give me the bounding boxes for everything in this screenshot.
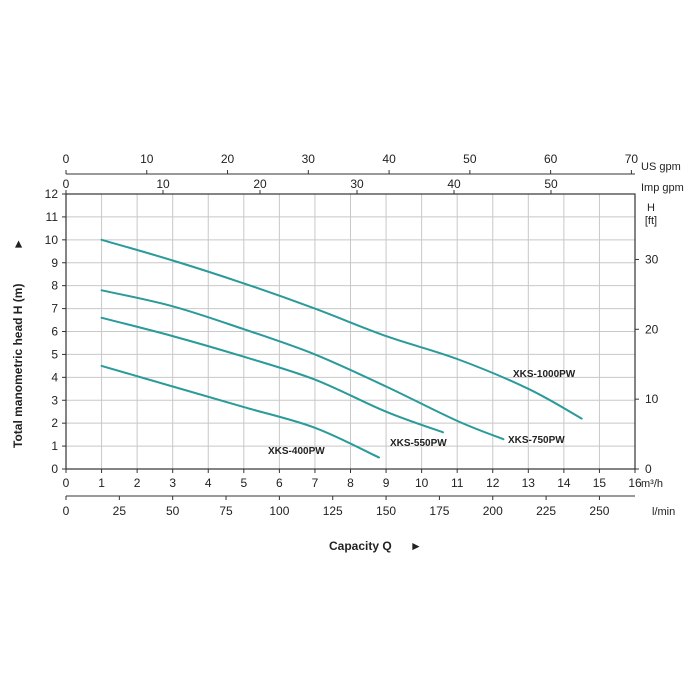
x-tick-label: 3 — [169, 476, 176, 490]
imp-gpm-tick-label: 30 — [350, 177, 364, 191]
ft-tick-label: 20 — [645, 322, 659, 336]
curve-xks-550pw — [100, 316, 444, 434]
lmin-tick-label: 250 — [589, 504, 609, 518]
y-tick-label: 11 — [46, 210, 59, 224]
curve-labels: XKS-1000PW XKS-750PW XKS-550PW XKS-400PW — [268, 369, 576, 457]
ft-axis-letter: H — [647, 202, 655, 214]
y-tick-label: 12 — [45, 187, 59, 201]
imp-gpm-tick-label: 40 — [447, 177, 461, 191]
x-tick-label: 6 — [276, 476, 283, 490]
x-tick-label: 7 — [312, 476, 319, 490]
lmin-tick-label: 75 — [219, 504, 233, 518]
lmin-tick-label: 125 — [323, 504, 343, 518]
lmin-tick-label: 200 — [483, 504, 503, 518]
x-tick-label: 0 — [63, 476, 70, 490]
y-tick-label: 9 — [51, 256, 58, 270]
ft-tick-label: 10 — [645, 392, 659, 406]
y-axis-title: Total manometric head H (m) — [11, 284, 25, 448]
us-gpm-tick-label: 70 — [625, 152, 639, 166]
y-tick-label: 7 — [51, 302, 58, 316]
lmin-tick-label: 225 — [536, 504, 556, 518]
y-tick-label: 1 — [51, 439, 58, 453]
plot-grid — [66, 194, 635, 469]
x-tick-label: 4 — [205, 476, 212, 490]
x-axis-title: Capacity Q — [329, 539, 392, 553]
y-tick-label: 4 — [51, 370, 58, 384]
lmin-tick-label: 100 — [269, 504, 289, 518]
x-tick-label: 15 — [593, 476, 607, 490]
curve-xks-750pw — [100, 289, 505, 441]
curve-xks-1000pw — [100, 238, 583, 420]
y-tick-label: 0 — [51, 462, 58, 476]
performance-curves — [100, 238, 583, 459]
us-gpm-tick-label: 30 — [302, 152, 316, 166]
axis-ticks: 0 1 2 3 4 5 6 7 8 9 10 11 12 13 14 15 160 25 50 75 100 125 150… — [45, 152, 659, 518]
us-gpm-unit-label: US gpm — [641, 161, 681, 173]
x-axis-arrow: ► — [410, 539, 422, 553]
y-tick-label: 6 — [51, 325, 58, 339]
x-tick-label: 5 — [240, 476, 247, 490]
lmin-tick-label: 175 — [429, 504, 449, 518]
curve-label-xks-400pw: XKS-400PW — [268, 446, 325, 457]
lmin-tick-label: 150 — [376, 504, 396, 518]
ft-axis-unit: [ft] — [645, 215, 657, 227]
curve-label-xks-550pw: XKS-550PW — [390, 438, 447, 449]
ft-tick-label: 30 — [645, 252, 659, 266]
y-tick-label: 2 — [51, 416, 58, 430]
x-tick-label: 10 — [415, 476, 429, 490]
imp-gpm-tick-label: 0 — [63, 177, 70, 191]
x-tick-label: 2 — [134, 476, 141, 490]
x-unit-label: m³/h — [641, 478, 663, 490]
us-gpm-tick-label: 0 — [63, 152, 70, 166]
lmin-tick-label: 25 — [113, 504, 127, 518]
x-tick-label: 14 — [557, 476, 571, 490]
x-tick-label: 9 — [383, 476, 390, 490]
x-tick-label: 1 — [98, 476, 105, 490]
imp-gpm-tick-label: 10 — [156, 177, 170, 191]
x-tick-label: 8 — [347, 476, 354, 490]
lmin-unit-label: l/min — [652, 506, 675, 518]
curve-label-xks-750pw: XKS-750PW — [508, 435, 565, 446]
curve-label-xks-1000pw: XKS-1000PW — [513, 369, 576, 380]
us-gpm-tick-label: 60 — [544, 152, 558, 166]
x-tick-label: 13 — [522, 476, 536, 490]
us-gpm-tick-label: 20 — [221, 152, 235, 166]
us-gpm-tick-label: 40 — [382, 152, 396, 166]
y-tick-label: 10 — [45, 233, 59, 247]
imp-gpm-unit-label: Imp gpm — [641, 182, 684, 194]
y-axis-arrow: ► — [11, 238, 25, 250]
x-tick-label: 16 — [628, 476, 642, 490]
imp-gpm-tick-label: 50 — [544, 177, 558, 191]
imp-gpm-tick-label: 20 — [253, 177, 267, 191]
x-tick-label: 12 — [486, 476, 500, 490]
y-tick-label: 5 — [51, 347, 58, 361]
ft-tick-label: 0 — [645, 462, 652, 476]
lmin-tick-label: 50 — [166, 504, 180, 518]
x-tick-label: 11 — [451, 476, 464, 490]
y-tick-label: 3 — [51, 393, 58, 407]
us-gpm-tick-label: 10 — [140, 152, 154, 166]
curve-xks-400pw — [100, 364, 380, 459]
y-tick-label: 8 — [51, 279, 58, 293]
lmin-tick-label: 0 — [63, 504, 70, 518]
us-gpm-tick-label: 50 — [463, 152, 477, 166]
